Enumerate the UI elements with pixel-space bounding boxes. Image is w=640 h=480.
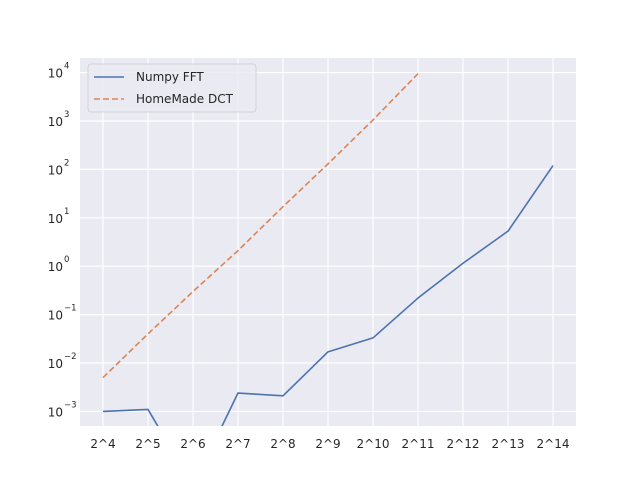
- y-tick-base: 10: [48, 115, 63, 129]
- y-tick-base: 10: [48, 405, 63, 419]
- series-layer: [102, 73, 554, 426]
- x-tick-label: 2^14: [537, 437, 570, 451]
- legend-label: HomeMade DCT: [136, 92, 234, 106]
- x-tick-label: 2^10: [357, 437, 390, 451]
- y-tick-base: 10: [48, 309, 63, 323]
- x-tick-label: 2^13: [492, 437, 525, 451]
- x-tick-label: 2^6: [180, 437, 205, 451]
- x-tick-label: 2^8: [270, 437, 295, 451]
- series-line-2: [102, 73, 419, 379]
- y-tick-label: 10 0: [48, 255, 70, 274]
- y-tick-base: 10: [48, 163, 63, 177]
- y-tick-base: 10: [48, 67, 63, 81]
- x-axis: 2^4 2^5 2^6 2^7 2^8 2^9 2^10 2^11 2^12 2^13 2^14: [90, 437, 569, 451]
- y-tick-label: 10 1: [48, 207, 70, 226]
- y-tick-label: 10 −1: [48, 304, 77, 323]
- y-tick-base: 10: [48, 357, 63, 371]
- series-line-1: [102, 165, 554, 426]
- y-tick-exponent: −2: [64, 352, 77, 362]
- y-tick-exponent: 0: [64, 255, 69, 265]
- y-tick-label: 10 −3: [48, 400, 77, 419]
- x-tick-label: 2^12: [447, 437, 480, 451]
- y-tick-label: 10 2: [48, 158, 70, 177]
- y-tick-exponent: −1: [64, 304, 77, 314]
- x-tick-label: 2^4: [90, 437, 115, 451]
- y-tick-label: 10 −2: [48, 352, 77, 371]
- legend: Numpy FFT HomeMade DCT: [87, 63, 257, 113]
- legend-box: [87, 63, 257, 113]
- y-tick-label: 10 3: [48, 110, 70, 129]
- y-tick-exponent: 4: [64, 62, 69, 72]
- x-tick-label: 2^7: [225, 437, 250, 451]
- y-tick-exponent: 2: [64, 158, 69, 168]
- grid: [80, 58, 576, 426]
- y-tick-base: 10: [48, 212, 63, 226]
- y-tick-exponent: −3: [64, 400, 77, 410]
- y-tick-base: 10: [48, 260, 63, 274]
- y-tick-exponent: 1: [64, 207, 69, 217]
- x-tick-label: 2^9: [315, 437, 340, 451]
- x-tick-label: 2^11: [402, 437, 435, 451]
- y-tick-label: 10 4: [48, 62, 70, 81]
- x-tick-label: 2^5: [135, 437, 160, 451]
- legend-label: Numpy FFT: [136, 70, 204, 84]
- y-tick-exponent: 3: [64, 110, 69, 120]
